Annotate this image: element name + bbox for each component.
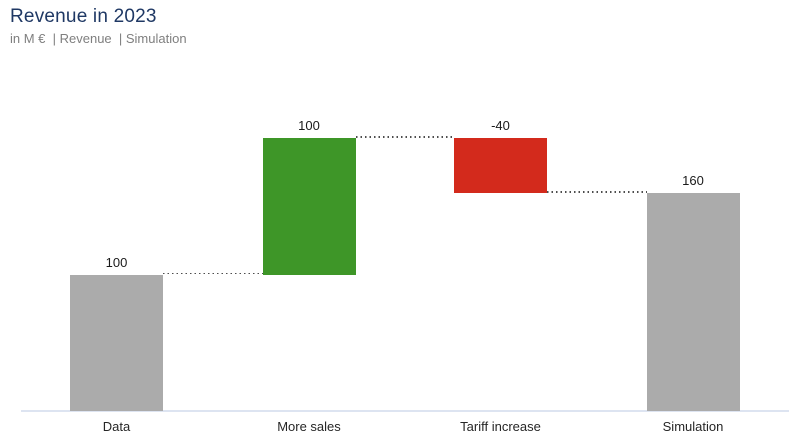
bar-value-label: 100 xyxy=(298,118,320,133)
connector-line-3 xyxy=(547,191,647,193)
category-label-data: Data xyxy=(102,419,131,434)
chart-subtitle: in M € | Revenue | Simulation xyxy=(10,31,187,46)
connector-line-2 xyxy=(355,136,454,138)
category-label-simulation: Simulation xyxy=(662,419,724,434)
bar-value-label: 160 xyxy=(682,172,704,188)
chart-header: Revenue in 2023 in M € | Revenue | Simul… xyxy=(10,6,187,46)
bar-tariff-increase xyxy=(454,138,547,193)
bar-more-sales xyxy=(262,138,356,275)
category-label-tariff-increase: Tariff increase xyxy=(460,419,541,434)
connector-line-1 xyxy=(163,272,263,275)
bar-value-label: 100 xyxy=(105,254,128,270)
bar-value-label: -40 xyxy=(491,118,510,133)
bar-data xyxy=(70,274,163,411)
category-label-more-sales: More sales xyxy=(277,419,341,434)
chart-title: Revenue in 2023 xyxy=(10,6,157,27)
bar-simulation xyxy=(646,192,740,411)
x-axis-line xyxy=(21,410,789,412)
